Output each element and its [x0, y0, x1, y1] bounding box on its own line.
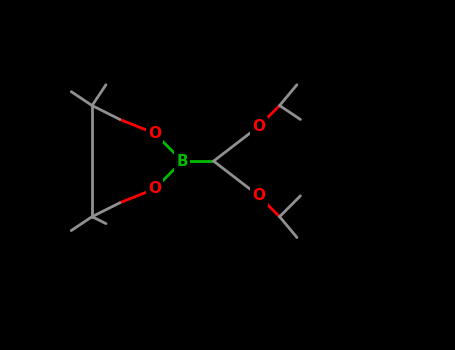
Text: O: O	[252, 188, 265, 203]
Text: B: B	[177, 154, 188, 169]
Text: O: O	[148, 181, 161, 196]
Text: O: O	[252, 119, 265, 134]
Text: O: O	[148, 126, 161, 141]
